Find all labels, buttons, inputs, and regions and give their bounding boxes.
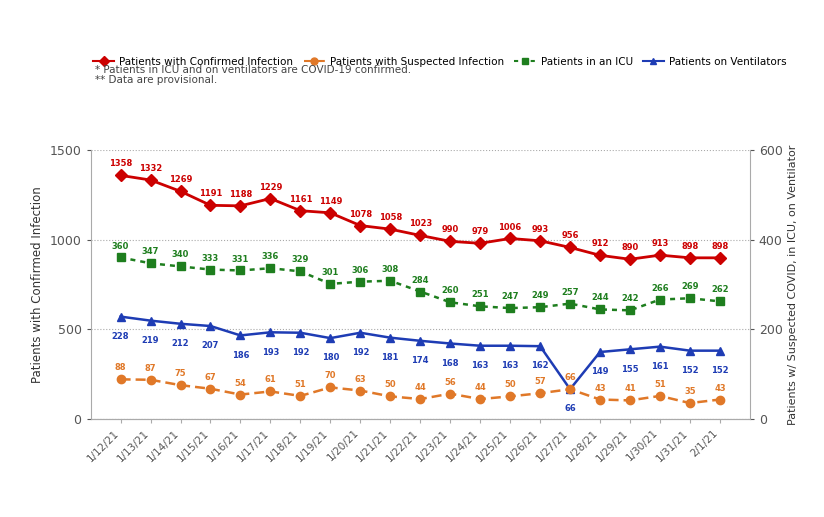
Text: 87: 87 (145, 364, 157, 373)
Text: 247: 247 (501, 292, 519, 301)
Text: 301: 301 (321, 268, 339, 277)
Text: 88: 88 (115, 363, 126, 372)
Text: 890: 890 (621, 244, 639, 252)
Text: 308: 308 (382, 265, 399, 274)
Text: 66: 66 (564, 404, 576, 414)
Text: 249: 249 (531, 291, 549, 300)
Text: 181: 181 (382, 353, 399, 362)
Text: 219: 219 (142, 336, 159, 345)
Text: 152: 152 (711, 366, 728, 375)
Text: 347: 347 (142, 247, 159, 256)
Text: 152: 152 (681, 366, 699, 375)
Text: 269: 269 (681, 282, 699, 291)
Text: 228: 228 (112, 332, 129, 341)
Text: 192: 192 (292, 348, 309, 357)
Text: 340: 340 (172, 250, 190, 260)
Text: 155: 155 (621, 364, 639, 374)
Text: 1149: 1149 (319, 197, 342, 206)
Text: 1191: 1191 (199, 189, 222, 199)
Text: 44: 44 (475, 383, 486, 392)
Text: 329: 329 (292, 255, 309, 264)
Text: 1188: 1188 (229, 190, 252, 199)
Y-axis label: Patients w/ Suspected COVID, in ICU, on Ventilator: Patients w/ Suspected COVID, in ICU, on … (789, 144, 798, 424)
Text: 193: 193 (262, 347, 279, 357)
Text: 306: 306 (352, 266, 369, 275)
Text: * Patients in ICU and on ventilators are COVID-19 confirmed.: * Patients in ICU and on ventilators are… (95, 65, 411, 74)
Text: 44: 44 (414, 383, 426, 392)
Text: 336: 336 (262, 252, 279, 261)
Text: 244: 244 (591, 294, 609, 302)
Text: 43: 43 (594, 384, 606, 392)
Text: 360: 360 (112, 241, 129, 251)
Text: 257: 257 (561, 287, 578, 297)
Text: 180: 180 (321, 354, 339, 362)
Text: 174: 174 (411, 356, 429, 365)
Text: ** Data are provisional.: ** Data are provisional. (95, 75, 217, 85)
Legend: Patients with Confirmed Infection, Patients with Suspected Infection, Patients i: Patients with Confirmed Infection, Patie… (89, 53, 791, 71)
Text: 990: 990 (442, 225, 459, 234)
Text: 66: 66 (564, 373, 576, 382)
Text: 57: 57 (534, 377, 546, 386)
Text: 51: 51 (294, 380, 307, 389)
Text: 333: 333 (202, 254, 219, 263)
Text: 251: 251 (471, 291, 489, 299)
Text: 1161: 1161 (288, 195, 312, 204)
Text: 1269: 1269 (169, 175, 192, 185)
Text: 63: 63 (354, 375, 366, 384)
Text: 956: 956 (561, 232, 578, 240)
Text: 912: 912 (592, 239, 609, 248)
Y-axis label: Patients with Confirmed Infection: Patients with Confirmed Infection (31, 186, 44, 383)
Text: 161: 161 (651, 362, 669, 371)
Text: 162: 162 (531, 361, 549, 371)
Text: 54: 54 (235, 378, 246, 388)
Text: 56: 56 (444, 378, 456, 387)
Text: 1058: 1058 (379, 213, 402, 222)
Text: 163: 163 (501, 361, 519, 370)
Text: 284: 284 (411, 276, 429, 284)
Text: 260: 260 (442, 286, 459, 295)
Text: 51: 51 (654, 380, 666, 389)
Text: 67: 67 (204, 373, 217, 382)
Text: 331: 331 (232, 254, 249, 264)
Text: 50: 50 (385, 381, 396, 389)
Text: 993: 993 (531, 225, 549, 234)
Text: 913: 913 (651, 239, 668, 248)
Text: 207: 207 (202, 341, 219, 351)
Text: 262: 262 (711, 285, 728, 295)
Text: 1358: 1358 (109, 159, 132, 169)
Text: 242: 242 (621, 294, 639, 303)
Text: COVID-19 Hospitalizations Reported by MS Hospitals, 1/12/21-2/1/21 *,**: COVID-19 Hospitalizations Reported by MS… (10, 27, 632, 42)
Text: 898: 898 (681, 242, 699, 251)
Text: 1023: 1023 (409, 220, 432, 229)
Text: 1332: 1332 (139, 164, 162, 173)
Text: 898: 898 (711, 242, 728, 251)
Text: 192: 192 (352, 348, 369, 357)
Text: 61: 61 (265, 375, 276, 385)
Text: 75: 75 (175, 369, 186, 378)
Text: 163: 163 (471, 361, 489, 370)
Text: 1006: 1006 (499, 222, 522, 232)
Text: 149: 149 (592, 367, 609, 376)
Text: 266: 266 (651, 284, 669, 293)
Text: 212: 212 (171, 339, 190, 348)
Text: 41: 41 (624, 385, 636, 393)
Text: 43: 43 (714, 384, 726, 392)
Text: 35: 35 (684, 387, 695, 396)
Text: 1229: 1229 (259, 183, 282, 192)
Text: 70: 70 (325, 371, 336, 381)
Text: 186: 186 (232, 351, 249, 360)
Text: 1078: 1078 (349, 209, 372, 219)
Text: 168: 168 (442, 359, 459, 368)
Text: 50: 50 (504, 381, 516, 389)
Text: 979: 979 (471, 227, 489, 236)
